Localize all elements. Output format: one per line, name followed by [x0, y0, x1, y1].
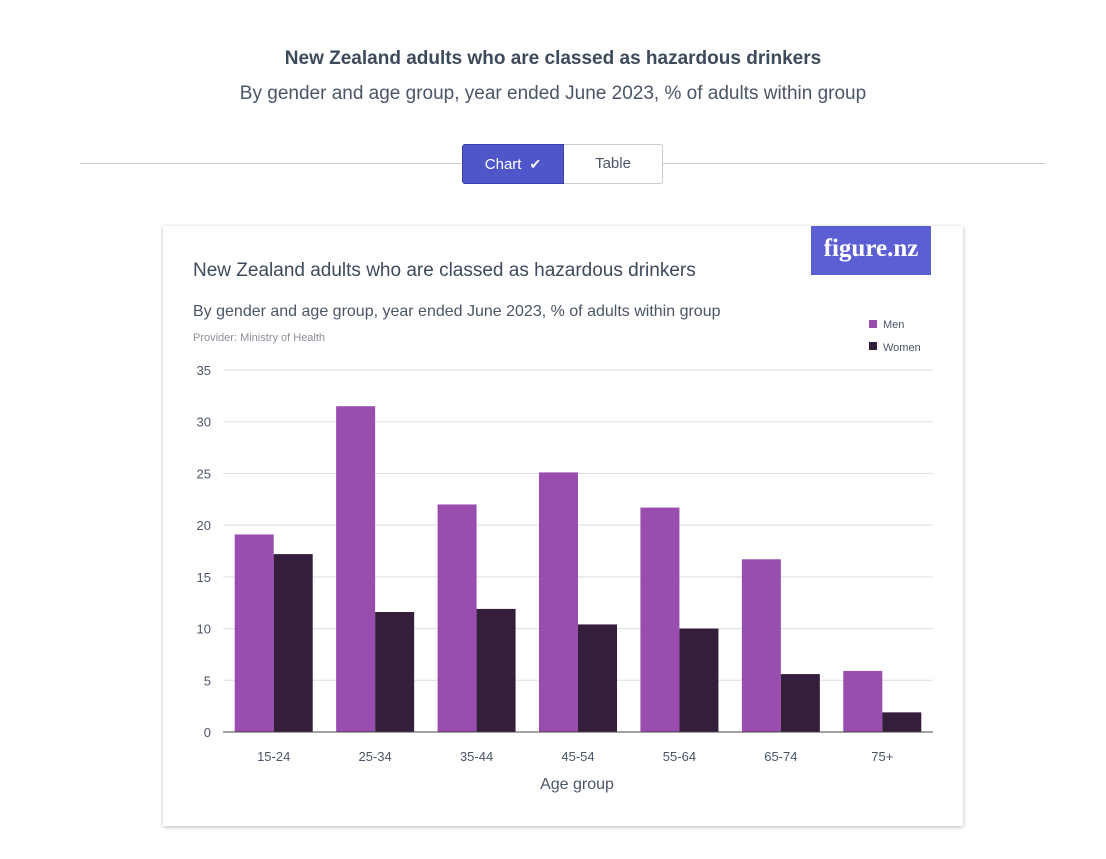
- x-tick-label: 55-64: [663, 749, 696, 764]
- chart-legend: Men Women: [869, 319, 921, 354]
- legend-label-women: Women: [883, 342, 921, 354]
- bar-women-25-34[interactable]: [375, 612, 415, 732]
- bar-women-35-44[interactable]: [476, 608, 516, 732]
- x-tick-label: 15-24: [257, 749, 290, 764]
- y-tick-label: 30: [197, 415, 211, 430]
- y-axis-ticks: 0 5 10 15 20 25 30 35: [197, 363, 211, 740]
- bar-women-55-64[interactable]: [679, 628, 719, 732]
- y-tick-label: 15: [197, 570, 211, 585]
- bar-men-25-34[interactable]: [336, 406, 376, 732]
- legend-label-men: Men: [883, 319, 904, 331]
- y-tick-label: 10: [197, 622, 211, 637]
- legend-swatch-men: [869, 320, 877, 328]
- y-tick-label: 35: [197, 363, 211, 378]
- legend-swatch-women: [869, 342, 877, 350]
- bar-men-35-44[interactable]: [437, 504, 477, 732]
- view-toggle: Chart ✔ Table: [462, 144, 663, 184]
- bars: [234, 406, 922, 732]
- x-tick-label: 45-54: [561, 749, 594, 764]
- figure-nz-logo[interactable]: figure.nz: [811, 226, 931, 275]
- bar-men-55-64[interactable]: [640, 507, 680, 732]
- x-tick-label: 75+: [871, 749, 893, 764]
- y-tick-label: 25: [197, 466, 211, 481]
- chart-title: New Zealand adults who are classed as ha…: [193, 260, 696, 281]
- bar-women-15-24[interactable]: [273, 554, 313, 732]
- table-view-button[interactable]: Table: [564, 144, 663, 184]
- table-view-label: Table: [595, 155, 631, 172]
- bar-men-75+[interactable]: [843, 670, 883, 732]
- x-tick-label: 35-44: [460, 749, 493, 764]
- page-subtitle: By gender and age group, year ended June…: [239, 83, 867, 104]
- bar-women-45-54[interactable]: [578, 624, 617, 732]
- chart-provider: Provider: Ministry of Health: [193, 332, 325, 344]
- chart-card: figure.nz New Zealand adults who are cla…: [163, 226, 963, 826]
- bar-chart: New Zealand adults who are classed as ha…: [193, 260, 933, 793]
- bar-men-15-24[interactable]: [234, 534, 274, 732]
- x-axis-ticks: 15-24 25-34 35-44 45-54 55-64 65-74 75+: [257, 749, 893, 764]
- y-tick-label: 20: [197, 518, 211, 533]
- x-tick-label: 65-74: [764, 749, 797, 764]
- x-axis-label: Age group: [540, 776, 614, 793]
- chart-view-label: Chart: [484, 156, 522, 173]
- chart-subtitle: By gender and age group, year ended June…: [193, 303, 721, 320]
- bar-men-45-54[interactable]: [539, 472, 578, 732]
- bar-women-75+[interactable]: [882, 712, 922, 732]
- bar-women-65-74[interactable]: [780, 674, 820, 732]
- chart-view-button[interactable]: Chart ✔: [462, 144, 564, 184]
- x-tick-label: 25-34: [359, 749, 392, 764]
- page-header: New Zealand adults who are classed as ha…: [0, 44, 1106, 108]
- checkmark-icon: ✔: [529, 156, 542, 172]
- y-tick-label: 5: [204, 673, 211, 688]
- page-title: New Zealand adults who are classed as ha…: [284, 48, 822, 69]
- bar-men-65-74[interactable]: [741, 559, 781, 732]
- y-tick-label: 0: [204, 725, 211, 740]
